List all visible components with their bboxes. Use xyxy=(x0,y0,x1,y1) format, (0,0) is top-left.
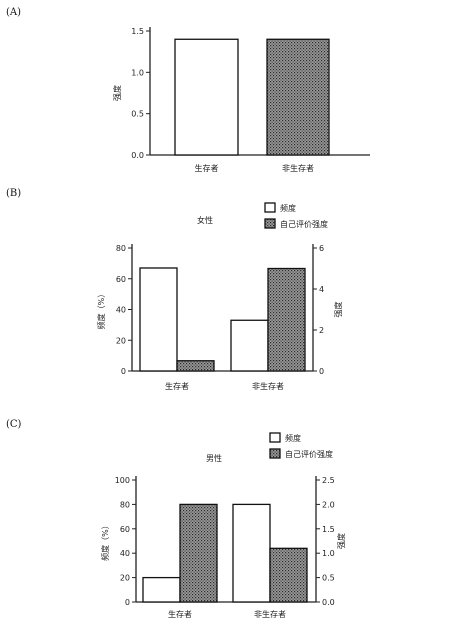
chart-b-category-label: 生存者 xyxy=(165,381,189,391)
chart-b-ytick-label-right: 0 xyxy=(319,367,324,376)
chart-b-ytick-label-right: 6 xyxy=(319,244,324,253)
chart-b-bar-2-2 xyxy=(267,267,306,372)
chart-c-title: 男性 xyxy=(206,453,222,463)
legend-c-label-2: 自己评价强度 xyxy=(285,449,333,459)
chart-c-ytick-label-right: 2.5 xyxy=(322,476,335,485)
chart-c-bar-1-1 xyxy=(142,576,181,603)
chart-c-ytick-label-left: 60 xyxy=(120,525,130,534)
chart-b-ytick-label-left: 80 xyxy=(116,244,126,253)
chart-b-bar-1-1 xyxy=(139,267,178,372)
chart-b-ylabel-right: 强度 xyxy=(333,302,343,318)
legend-c-label-1: 频度 xyxy=(285,433,301,443)
chart-c-ytick-label-right: 0.5 xyxy=(322,574,335,583)
legend-b-label-2: 自己评价强度 xyxy=(280,219,328,229)
chart-c-ytick-label-right: 0.0 xyxy=(322,598,335,607)
chart-b: 0 20 40 60 80 0 2 4 6 生存者 非生存者 频度（%） 强度 xyxy=(96,244,343,391)
chart-a-ytick-label-left: 0.0 xyxy=(131,151,144,160)
chart-b-ytick-label-right: 4 xyxy=(319,285,324,294)
chart-c-legend: 频度 自己评价强度 xyxy=(269,432,333,459)
chart-b-category-label: 非生存者 xyxy=(252,381,284,391)
chart-a-category-label: 非生存者 xyxy=(282,163,314,173)
chart-a: 0.0 0.5 1.0 1.5 生存者 非生存者 强度 xyxy=(112,27,370,173)
chart-c-ytick-label-right: 1.5 xyxy=(322,525,335,534)
chart-c-ytick-label-left: 40 xyxy=(120,549,130,558)
panel-label-b: (B) xyxy=(6,188,21,199)
chart-b-title: 女性 xyxy=(197,215,213,225)
chart-b-ytick-label-left: 40 xyxy=(116,306,126,315)
legend-b-label-1: 频度 xyxy=(280,203,296,213)
chart-c-bar-2-1 xyxy=(232,503,271,603)
chart-b-ytick-label-left: 60 xyxy=(116,275,126,284)
chart-c-category-label: 非生存者 xyxy=(254,609,286,619)
legend-c-swatch-hatched xyxy=(269,448,281,459)
chart-a-bar-1 xyxy=(174,38,239,156)
chart-b-legend: 频度 自己评价强度 xyxy=(264,202,328,229)
chart-a-ylabel: 强度 xyxy=(112,85,122,101)
chart-c-bar-2-2 xyxy=(269,547,308,603)
chart-c-category-label: 生存者 xyxy=(168,609,192,619)
chart-b-ytick-label-left: 20 xyxy=(116,336,126,345)
chart-c-bar-1-2 xyxy=(179,503,218,603)
chart-c-ytick-label-right: 1.0 xyxy=(322,549,335,558)
chart-a-category-label: 生存者 xyxy=(195,163,219,173)
chart-c: 0 20 40 60 80 100 0.0 0.5 1.0 1.5 2.0 2.5 生存者 非生存者 频度（… xyxy=(100,476,346,619)
legend-c-swatch-white xyxy=(269,432,281,443)
chart-b-ytick-label-right: 2 xyxy=(319,326,324,335)
chart-c-ylabel-left: 频度（%） xyxy=(100,521,110,561)
legend-b-swatch-white xyxy=(264,202,276,213)
chart-a-bar-2 xyxy=(266,38,330,156)
legend-b-swatch-hatched xyxy=(264,218,276,229)
chart-b-bar-1-2 xyxy=(176,360,215,372)
chart-c-ytick-label-left: 100 xyxy=(115,476,130,485)
chart-a-ytick-label-left: 1.0 xyxy=(131,68,144,77)
chart-b-bar-2-1 xyxy=(230,319,269,372)
chart-b-ylabel-left: 频度（%） xyxy=(96,290,106,330)
chart-c-ytick-label-left: 80 xyxy=(120,500,130,509)
chart-c-ytick-label-left: 20 xyxy=(120,574,130,583)
chart-c-ytick-label-left: 0 xyxy=(125,598,130,607)
chart-c-ytick-label-right: 2.0 xyxy=(322,500,335,509)
chart-b-ytick-label-left: 0 xyxy=(121,367,126,376)
panel-label-a: (A) xyxy=(6,7,21,18)
chart-a-ytick-label-left: 0.5 xyxy=(131,110,144,119)
panel-label-c: (C) xyxy=(6,419,22,430)
chart-c-ylabel-right: 强度 xyxy=(336,533,346,549)
chart-a-ytick-label-left: 1.5 xyxy=(131,27,144,36)
